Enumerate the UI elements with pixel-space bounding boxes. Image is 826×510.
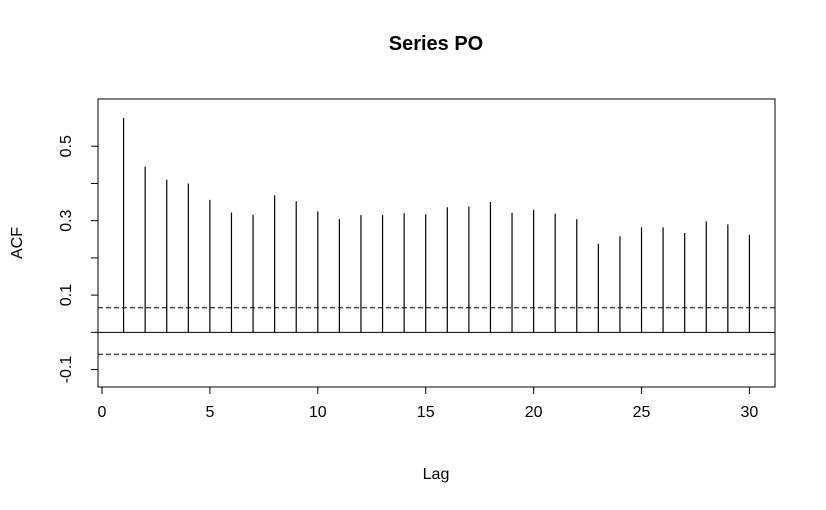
y-axis-label: ACF <box>9 227 26 259</box>
x-tick-label: 30 <box>741 404 759 421</box>
acf-bars-group <box>122 117 751 333</box>
x-tick-label: 25 <box>633 404 651 421</box>
x-tick-label: 20 <box>525 404 543 421</box>
x-axis: 0 5 10 15 20 25 30 <box>98 386 759 421</box>
chart-title: Series PO <box>389 33 484 55</box>
confidence-bounds-group <box>98 307 775 355</box>
x-tick-label: 5 <box>205 404 214 421</box>
plot-frame <box>97 98 776 388</box>
x-tick-label: 10 <box>309 404 327 421</box>
x-tick-label: 0 <box>98 404 107 421</box>
x-axis-label: Lag <box>423 466 450 483</box>
y-tick-label: 0.3 <box>58 209 75 231</box>
y-tick-label: -0.1 <box>58 356 75 384</box>
y-axis: -0.1 0.1 0.3 0.5 <box>58 135 99 384</box>
y-tick-label: 0.1 <box>58 284 75 306</box>
x-tick-label: 15 <box>417 404 435 421</box>
y-tick-label: 0.5 <box>58 135 75 157</box>
